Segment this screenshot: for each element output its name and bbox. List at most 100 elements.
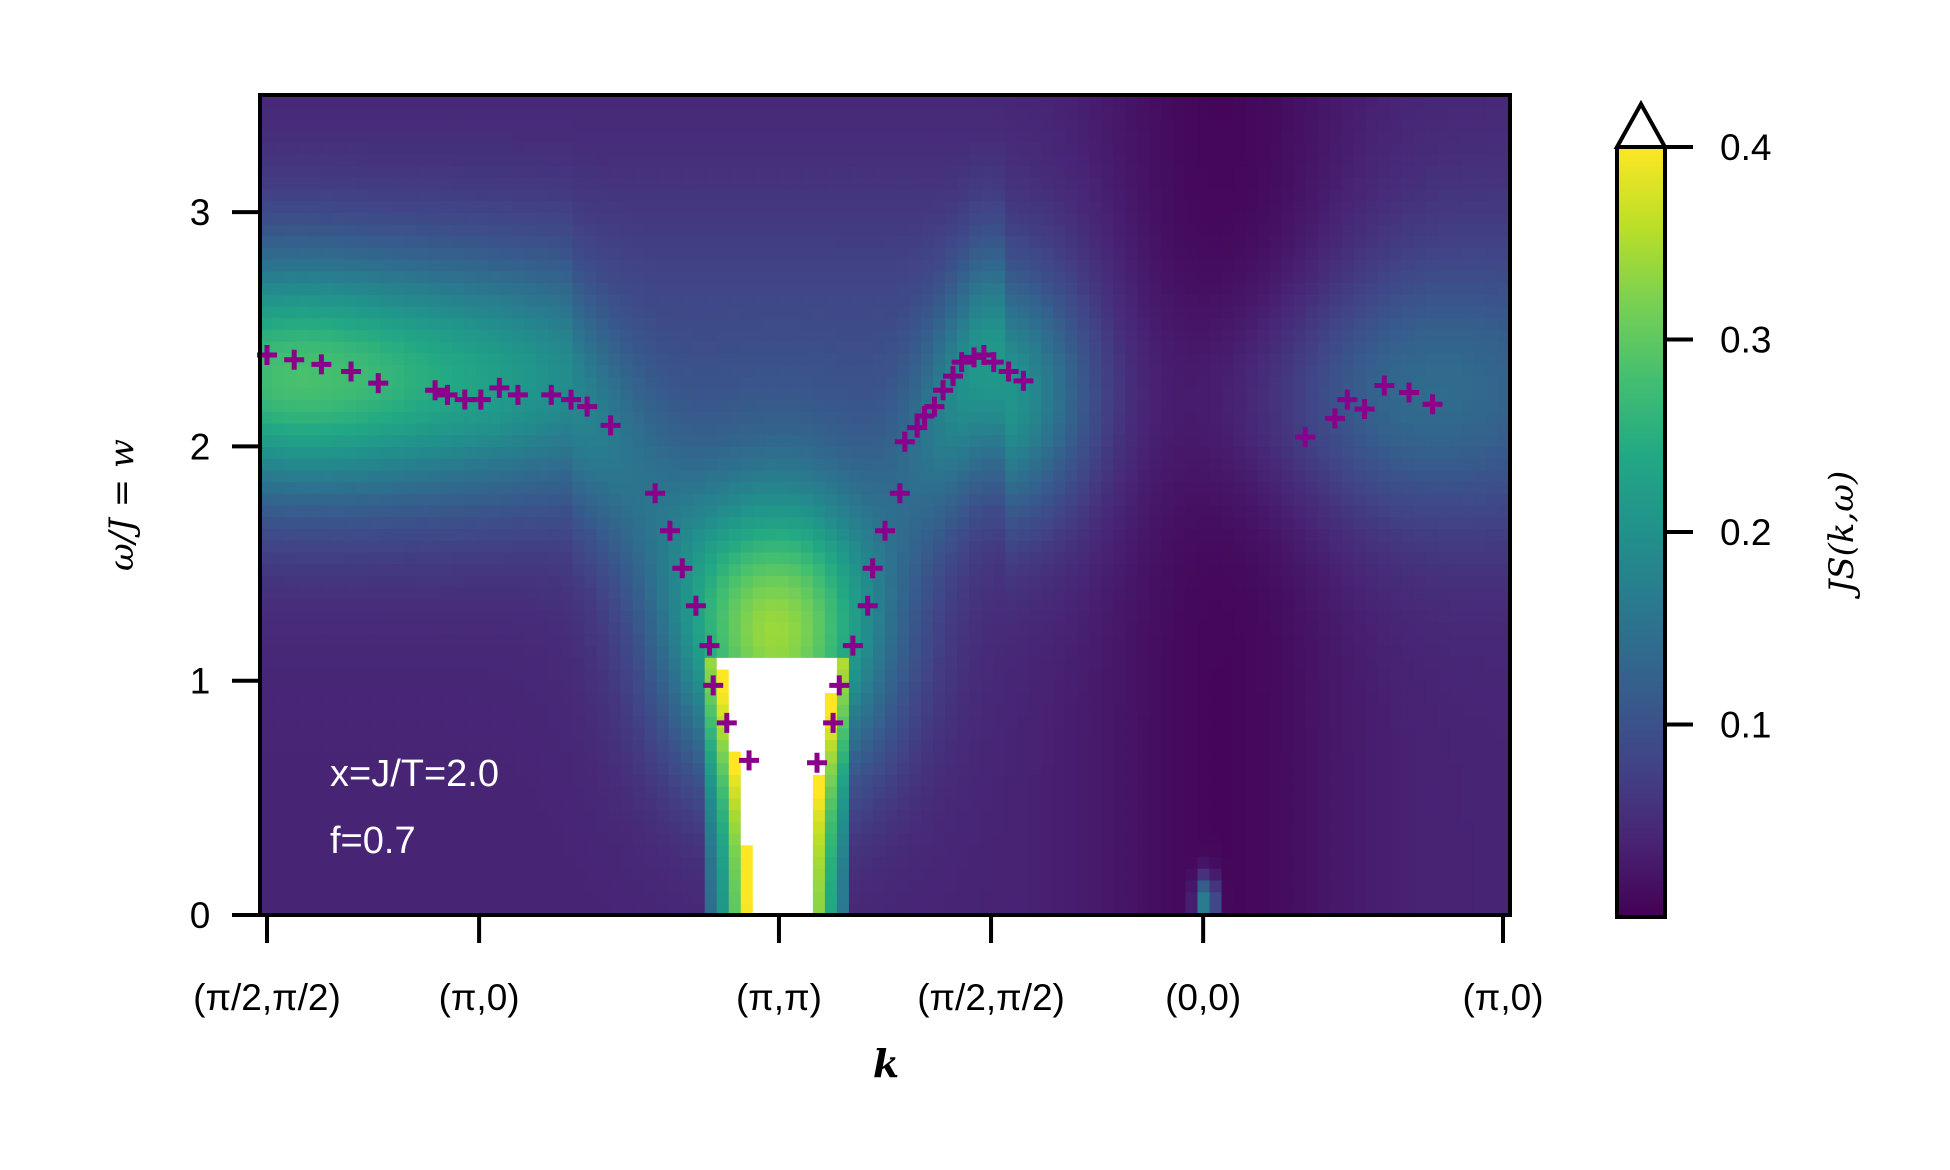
heatmap-cell: [356, 739, 369, 752]
heatmap-cell: [969, 751, 982, 764]
heatmap-cell: [1089, 364, 1102, 377]
heatmap-cell: [404, 868, 417, 881]
heatmap-cell: [1101, 540, 1114, 553]
heatmap-cell: [392, 259, 405, 272]
heatmap-cell: [981, 259, 994, 272]
heatmap-cell: [260, 610, 273, 623]
heatmap-cell: [476, 786, 489, 799]
heatmap-cell: [632, 434, 646, 448]
heatmap-cell: [704, 270, 718, 284]
heatmap-cell: [680, 762, 694, 776]
heatmap-cell: [933, 739, 946, 752]
heatmap-cell: [680, 669, 694, 682]
heatmap-cell: [272, 774, 285, 787]
heatmap-cell: [524, 633, 538, 647]
heatmap-cell: [800, 856, 814, 869]
heatmap-cell: [440, 282, 453, 295]
heatmap-cell: [957, 235, 970, 248]
heatmap-cell: [1053, 704, 1066, 717]
heatmap-cell: [488, 797, 501, 811]
heatmap-cell: [524, 341, 538, 354]
heatmap-cell: [969, 177, 982, 190]
heatmap-cell: [476, 130, 489, 143]
heatmap-cell: [392, 153, 405, 166]
heatmap-cell: [981, 200, 994, 213]
heatmap-cell: [1029, 528, 1042, 541]
heatmap-cell: [1017, 669, 1030, 682]
heatmap-cell: [368, 165, 381, 178]
heatmap-cell: [788, 551, 802, 565]
heatmap-cell: [872, 774, 886, 787]
heatmap-cell: [296, 469, 309, 483]
heatmap-cell: [596, 364, 610, 377]
heatmap-cell: [500, 247, 513, 260]
heatmap-cell: [320, 528, 333, 541]
heatmap-cell: [752, 598, 766, 612]
heatmap-cell: [380, 153, 393, 166]
heatmap-cell: [897, 458, 910, 471]
heatmap-cell: [788, 786, 802, 799]
heatmap-cell: [368, 669, 381, 682]
heatmap-cell: [620, 352, 634, 366]
heatmap-cell: [897, 212, 910, 225]
heatmap-cell: [488, 633, 501, 647]
heatmap-cell: [512, 317, 526, 330]
heatmap-cell: [632, 235, 646, 248]
heatmap-cell: [1089, 458, 1102, 471]
heatmap-cell: [404, 856, 417, 869]
heatmap-cell: [909, 200, 922, 213]
heatmap-cell: [812, 352, 826, 366]
heatmap-cell: [488, 891, 501, 904]
heatmap-cell: [356, 657, 369, 670]
heatmap-cell: [632, 352, 646, 366]
heatmap-cell: [1077, 106, 1090, 120]
heatmap-cell: [512, 434, 526, 448]
heatmap-cell: [656, 270, 670, 284]
heatmap-cell: [860, 587, 874, 600]
heatmap-cell: [632, 481, 646, 494]
heatmap-cell: [1101, 329, 1114, 342]
heatmap-cell: [788, 106, 802, 120]
heatmap-cell: [644, 399, 658, 412]
heatmap-cell: [728, 200, 742, 213]
heatmap-cell: [1053, 95, 1066, 108]
heatmap-cell: [524, 587, 538, 600]
heatmap-cell: [776, 692, 790, 705]
heatmap-cell: [440, 786, 453, 799]
heatmap-cell: [848, 200, 862, 213]
heatmap-cell: [308, 680, 321, 694]
heatmap-cell: [656, 294, 670, 307]
heatmap-cell: [284, 153, 297, 166]
heatmap-cell: [572, 739, 586, 752]
heatmap-cell: [416, 118, 429, 131]
heatmap-cell: [945, 177, 958, 190]
heatmap-cell: [392, 235, 405, 248]
heatmap-cell: [1113, 622, 1126, 635]
heatmap-cell: [1053, 247, 1066, 260]
heatmap-cell: [272, 223, 285, 237]
heatmap-cell: [452, 821, 465, 834]
heatmap-cell: [500, 317, 513, 330]
heatmap-cell: [332, 141, 345, 155]
heatmap-cell: [620, 762, 634, 776]
heatmap-cell: [1053, 411, 1066, 424]
heatmap-cell: [1101, 856, 1114, 869]
heatmap-cell: [788, 715, 802, 729]
heatmap-cell: [945, 294, 958, 307]
heatmap-cell: [1077, 223, 1090, 237]
heatmap-cell: [632, 247, 646, 260]
heatmap-cell: [500, 657, 513, 670]
heatmap-cell: [620, 212, 634, 225]
heatmap-cell: [404, 259, 417, 272]
heatmap-cell: [764, 563, 778, 576]
heatmap-cell: [464, 141, 477, 155]
heatmap-cell: [1017, 364, 1030, 377]
heatmap-cell: [728, 130, 742, 143]
heatmap-cell: [488, 177, 501, 190]
heatmap-cell: [897, 751, 910, 764]
heatmap-cell: [1077, 551, 1090, 565]
heatmap-cell: [308, 610, 321, 623]
heatmap-cell: [945, 317, 958, 330]
heatmap-cell: [764, 317, 778, 330]
heatmap-cell: [476, 645, 489, 658]
